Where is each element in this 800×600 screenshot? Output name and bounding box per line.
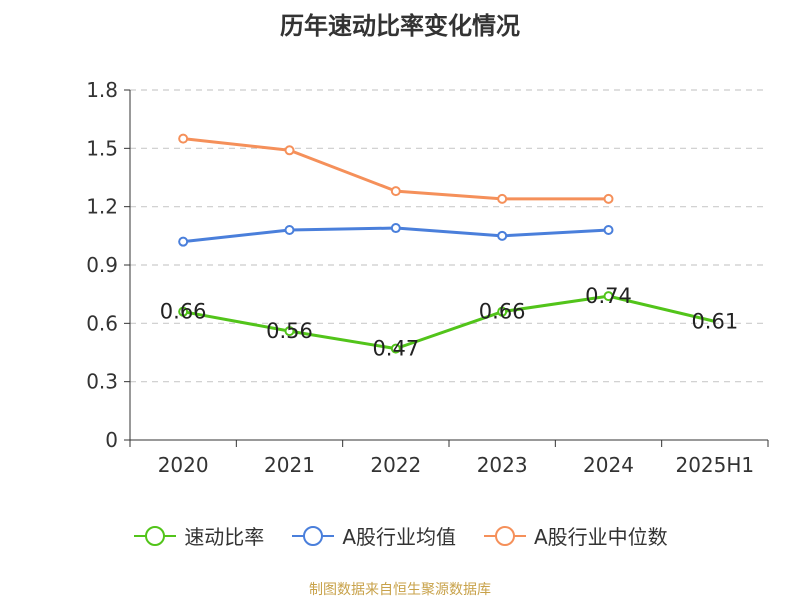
y-tick-label: 1.8: [86, 78, 118, 102]
data-point[interactable]: [603, 225, 614, 235]
y-tick-label: 1.2: [86, 195, 118, 219]
legend-label: A股行业均值: [342, 525, 456, 549]
data-point[interactable]: [390, 186, 401, 197]
data-point[interactable]: [390, 223, 401, 234]
legend-item-industry-mean[interactable]: A股行业均值: [290, 521, 456, 550]
y-tick-label: 1.5: [86, 136, 118, 160]
y-tick-label: 0.9: [86, 253, 118, 277]
grid-lines: [130, 89, 768, 383]
x-axis: 2020 2021 2022 2023 2024 2025H1: [129, 439, 769, 477]
data-point[interactable]: [284, 145, 295, 156]
series-lines: [178, 133, 716, 354]
y-tick-label: 0.6: [86, 311, 118, 335]
legend-item-industry-median[interactable]: A股行业中位数: [482, 521, 668, 550]
data-point[interactable]: [178, 236, 189, 247]
legend-marker-icon: [292, 525, 335, 546]
y-axis: 0 0.3 0.6 0.9 1.2 1.5 1.8: [86, 78, 131, 452]
x-tick-label: 2022: [370, 453, 421, 477]
data-label: 0.47: [372, 337, 419, 361]
legend-marker-icon: [484, 525, 526, 546]
x-tick-label: 2023: [477, 453, 528, 477]
source-note: 制图数据来自恒生聚源数据库: [309, 582, 491, 598]
legend-item-quick-ratio[interactable]: 速动比率: [132, 521, 264, 550]
chart-title: 历年速动比率变化情况: [280, 12, 520, 40]
data-point[interactable]: [284, 225, 295, 235]
data-point[interactable]: [603, 193, 614, 204]
data-point[interactable]: [178, 306, 189, 317]
legend: 速动比率 A股行业均值 A股行业中位数: [0, 521, 800, 550]
data-point[interactable]: [497, 193, 508, 204]
x-tick-label: 2021: [264, 453, 315, 477]
data-label: 0.61: [691, 309, 738, 333]
data-label: 0.66: [160, 300, 207, 324]
data-point[interactable]: [497, 306, 508, 317]
legend-label: 速动比率: [184, 525, 265, 549]
legend-marker-icon: [134, 525, 177, 546]
data-labels: 0.66 0.56 0.47 0.66 0.74 0.61: [160, 284, 738, 361]
data-point[interactable]: [603, 291, 614, 302]
x-tick-label: 2024: [583, 453, 634, 477]
data-point[interactable]: [178, 133, 189, 144]
series-line: [182, 294, 716, 351]
y-tick-label: 0.3: [86, 370, 118, 394]
legend-label: A股行业中位数: [534, 525, 668, 549]
data-label: 0.74: [585, 284, 632, 308]
x-tick-label: 2025H1: [675, 453, 754, 477]
y-tick-label: 0: [105, 428, 118, 452]
data-point[interactable]: [284, 326, 295, 337]
data-point[interactable]: [497, 230, 508, 241]
data-label: 0.66: [479, 300, 526, 324]
x-tick-label: 2020: [158, 453, 209, 477]
data-point[interactable]: [390, 343, 401, 354]
data-label: 0.56: [266, 319, 313, 343]
